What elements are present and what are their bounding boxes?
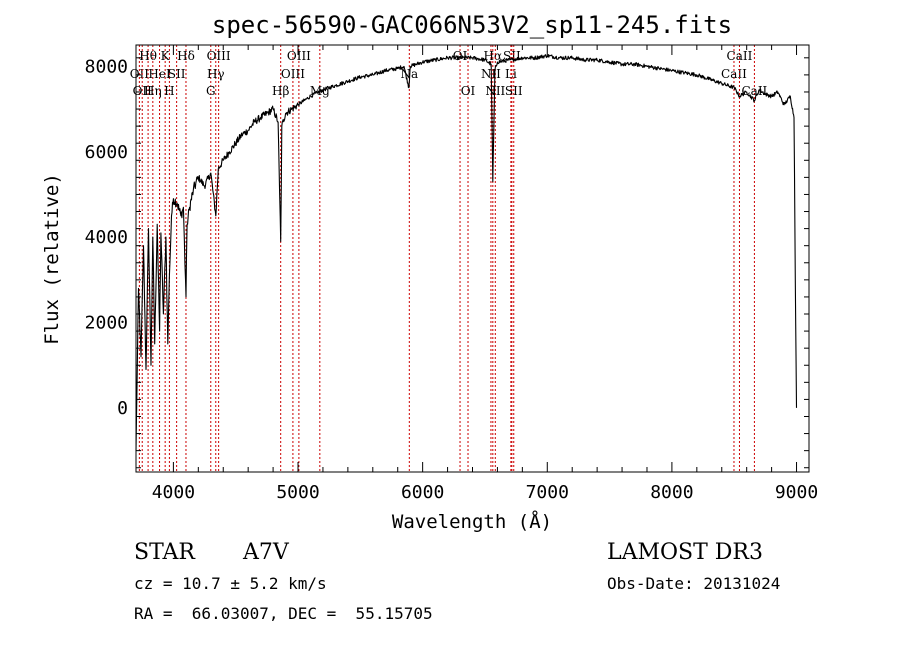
line-marker-label-1: OII <box>133 84 153 98</box>
spectrum-line-0 <box>135 53 798 451</box>
line-marker-label-24: SII <box>505 84 523 98</box>
y-axis-label: Flux (relative) <box>41 173 63 345</box>
redshift-cz: cz = 10.7 ± 5.2 km/s <box>134 574 327 593</box>
y-tick-label: 4000 <box>85 227 128 248</box>
line-marker-label-11: OIII <box>207 49 231 63</box>
line-marker-label-7: SII <box>168 67 186 81</box>
line-marker-label-10: Hγ <box>207 67 225 81</box>
line-marker-label-2: Hθ <box>139 49 157 63</box>
axes: 4000 5000 6000 7000 8000 9000 0 2000 4000 6000 800… <box>85 44 818 503</box>
line-marker-label-12: Hβ <box>272 84 289 98</box>
series-layer <box>135 53 798 451</box>
line-marker-label-26: CaII <box>727 49 753 63</box>
line-marker-label-9: G <box>206 84 216 98</box>
line-marker-label-14: OIII <box>287 49 311 63</box>
x-tick-label: 8000 <box>650 482 693 503</box>
x-tick-label: 6000 <box>401 482 444 503</box>
y-tick-label: 2000 <box>85 313 128 334</box>
coordinates: RA = 66.03007, DEC = 55.15705 <box>134 604 433 623</box>
line-marker-label-20: Hα <box>484 49 503 63</box>
y-tick-label: 8000 <box>85 56 128 77</box>
x-tick-label: 4000 <box>152 482 195 503</box>
object-class: STAR <box>134 540 195 565</box>
chart-title: spec-56590-GAC066N53V2_sp11-245.fits <box>212 11 732 39</box>
x-tick-label: 9000 <box>775 482 818 503</box>
line-marker-label-8: Hδ <box>177 49 195 63</box>
obs-date: Obs-Date: 20131024 <box>607 574 781 593</box>
x-tick-label: 5000 <box>276 482 319 503</box>
plot-frame <box>135 44 810 473</box>
emission-line-markers: OIIOIIHθHηHeIKHSIIHδGHγOIIIHβOIIIOIIIMgN… <box>130 45 768 472</box>
line-marker-label-21: NII <box>485 84 505 98</box>
line-marker-label-0: OII <box>130 67 150 81</box>
object-subclass: A7V <box>243 540 289 565</box>
x-axis-label: Wavelength (Å) <box>392 510 552 533</box>
line-marker-label-6: H <box>164 84 174 98</box>
line-marker-label-5: K <box>161 49 171 63</box>
line-marker-label-3: Hη <box>144 84 162 98</box>
x-tick-label: 7000 <box>526 482 569 503</box>
line-marker-label-25: CaII <box>721 67 747 81</box>
survey-name: LAMOST DR3 <box>607 540 763 565</box>
line-marker-label-13: OIII <box>281 67 305 81</box>
line-marker-label-22: Li <box>505 67 517 81</box>
line-marker-label-18: OI <box>461 84 476 98</box>
y-tick-label: 0 <box>117 398 128 419</box>
y-tick-label: 6000 <box>85 142 128 163</box>
